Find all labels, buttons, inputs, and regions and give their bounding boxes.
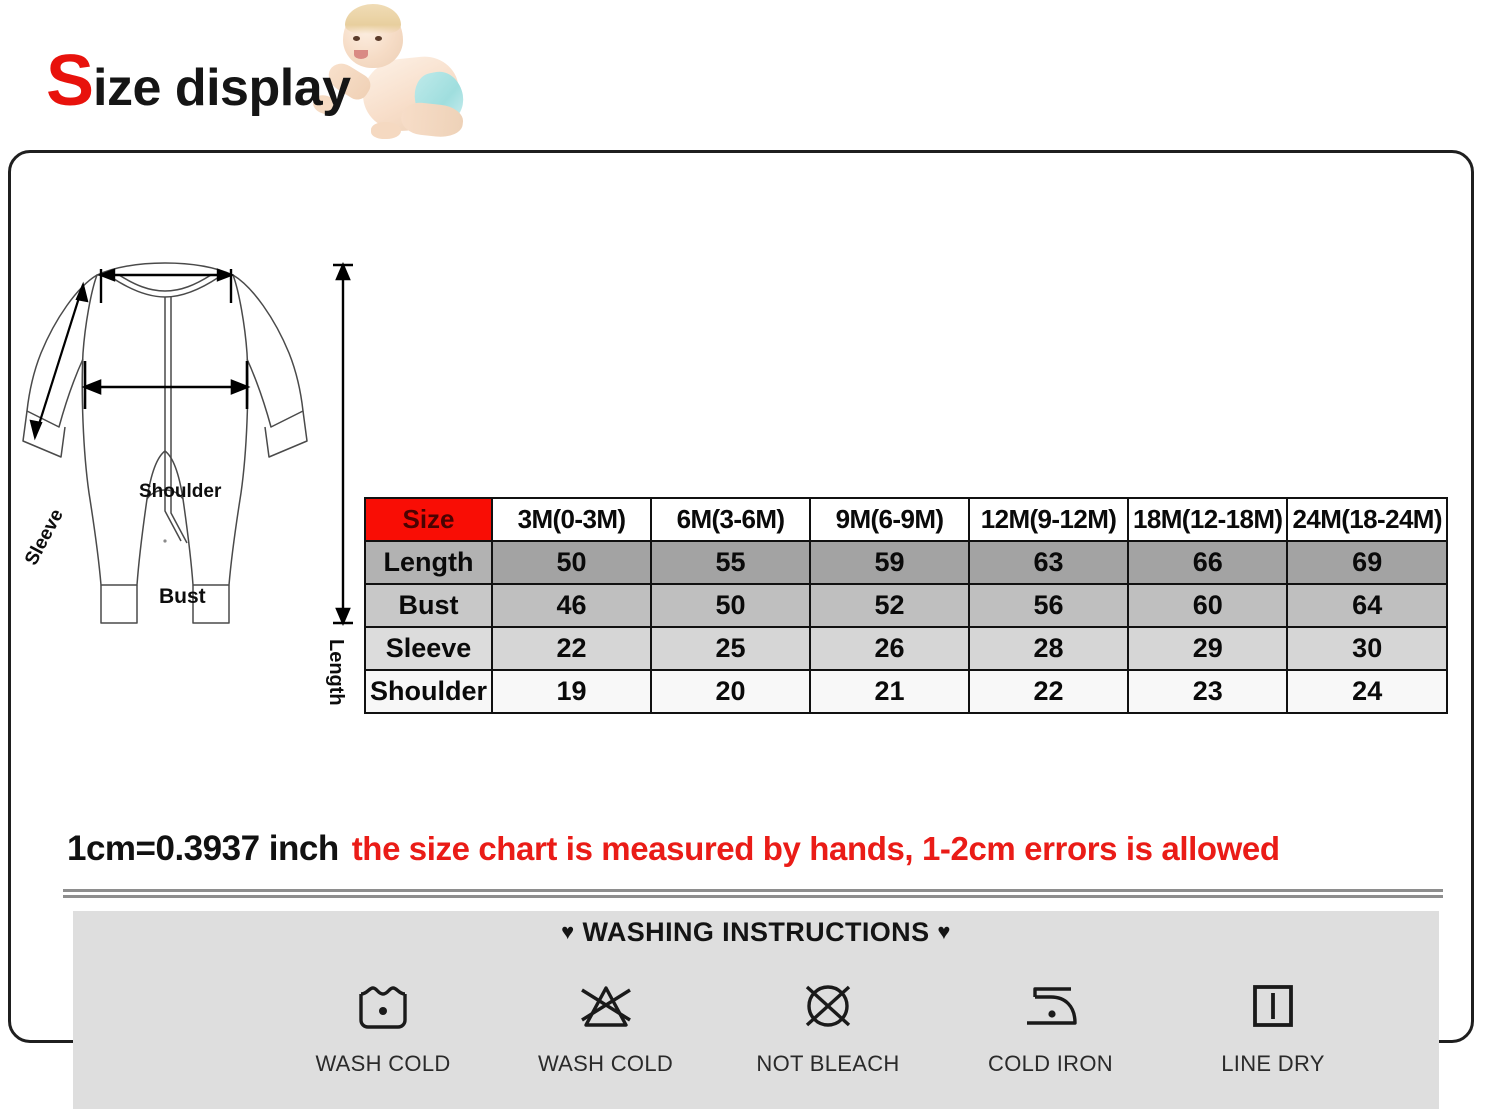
baby-mouth	[354, 50, 368, 59]
care-item-wash-cold-tub: WASH COLD	[283, 973, 483, 1077]
measurement-value: 69	[1286, 540, 1448, 585]
measurement-disclaimer: the size chart is measured by hands, 1-2…	[351, 830, 1280, 867]
measurement-value: 23	[1127, 669, 1289, 714]
measurement-value: 19	[491, 669, 653, 714]
measurement-label: Shoulder	[363, 669, 494, 714]
washing-instructions-title-text: WASHING INSTRUCTIONS	[582, 917, 930, 947]
table-row: Length 50 55 59 63 66 69	[363, 540, 1448, 585]
measurement-label: Length	[363, 540, 494, 585]
measurement-value: 28	[968, 626, 1130, 671]
care-label: WASH COLD	[537, 1051, 674, 1076]
square-vertical-line-icon	[1241, 973, 1305, 1039]
size-table: Size 3M(0-3M) 6M(3-6M) 9M(6-9M) 12M(9-12…	[363, 497, 1448, 714]
measurement-value: 30	[1286, 626, 1448, 671]
sleeve-dimension-arrow	[29, 281, 89, 441]
care-symbol-list: WASH COLD WASH COLD	[283, 973, 1373, 1077]
size-table-container: Size 3M(0-3M) 6M(3-6M) 9M(6-9M) 12M(9-12…	[363, 497, 1448, 714]
wash-tub-one-dot-icon	[351, 973, 415, 1039]
iron-one-dot-icon	[1019, 973, 1083, 1039]
washing-instructions-title: ♥ WASHING INSTRUCTIONS ♥	[73, 917, 1439, 948]
size-column-header: 6M(3-6M)	[650, 497, 812, 542]
size-column-header: 3M(0-3M)	[491, 497, 653, 542]
page-title-initial: S	[46, 41, 94, 121]
size-table-corner-header: Size	[363, 497, 494, 542]
measurement-value: 20	[650, 669, 812, 714]
page-title: S ize display	[46, 41, 351, 121]
baby-eye-left	[353, 36, 360, 41]
care-item-no-bleach-triangle: WASH COLD	[506, 973, 706, 1077]
heart-icon-right: ♥	[937, 919, 951, 944]
measurement-value: 60	[1127, 583, 1289, 628]
measurement-label: Bust	[363, 583, 494, 628]
measurement-value: 22	[968, 669, 1130, 714]
divider-line-bottom	[63, 895, 1443, 898]
measurement-value: 46	[491, 583, 653, 628]
size-column-header: 24M(18-24M)	[1286, 497, 1448, 542]
measurement-value: 64	[1286, 583, 1448, 628]
measurement-value: 24	[1286, 669, 1448, 714]
triangle-crossed-out-icon	[574, 973, 638, 1039]
circle-crossed-out-icon	[796, 973, 860, 1039]
measurement-value: 50	[650, 583, 812, 628]
measurement-value: 63	[968, 540, 1130, 585]
size-column-header: 18M(12-18M)	[1127, 497, 1289, 542]
measurement-value: 22	[491, 626, 653, 671]
size-column-header: 12M(9-12M)	[968, 497, 1130, 542]
care-label: WASH COLD	[315, 1051, 451, 1076]
measurement-value: 52	[809, 583, 971, 628]
shoulder-dimension-arrow	[97, 268, 235, 303]
crawling-baby-photo	[305, 0, 480, 148]
baby-romper-outline-svg	[22, 261, 353, 627]
measurement-label: Sleeve	[363, 626, 494, 671]
measurement-note: 1cm=0.3937 inch the size chart is measur…	[67, 829, 1457, 869]
measurement-value: 29	[1127, 626, 1289, 671]
measurement-value: 59	[809, 540, 971, 585]
care-label: COLD IRON	[988, 1051, 1113, 1076]
washing-instructions-panel: ♥ WASHING INSTRUCTIONS ♥ WASH COLD	[73, 911, 1439, 1109]
care-item-cold-iron: COLD IRON	[951, 973, 1151, 1077]
section-divider	[63, 889, 1443, 898]
care-label: LINE DRY	[1221, 1051, 1325, 1076]
care-label: NOT BLEACH	[756, 1051, 900, 1076]
shoulder-label: Shoulder	[139, 481, 222, 502]
size-table-header-row: Size 3M(0-3M) 6M(3-6M) 9M(6-9M) 12M(9-12…	[363, 497, 1448, 542]
length-label: Length	[325, 639, 347, 706]
page-header: S ize display	[0, 0, 1485, 150]
page-title-rest: ize display	[93, 59, 351, 117]
table-row: Bust 46 50 52 56 60 64	[363, 583, 1448, 628]
baby-eye-right	[375, 36, 382, 41]
measurement-value: 50	[491, 540, 653, 585]
care-item-line-dry: LINE DRY	[1173, 973, 1373, 1077]
measurement-value: 56	[968, 583, 1130, 628]
care-item-not-bleach-circle: NOT BLEACH	[728, 973, 928, 1077]
measurement-value: 21	[809, 669, 971, 714]
measurement-value: 26	[809, 626, 971, 671]
table-row: Sleeve 22 25 26 28 29 30	[363, 626, 1448, 671]
baby-hair	[345, 4, 401, 34]
heart-icon-left: ♥	[561, 919, 575, 944]
length-dimension-arrow	[333, 261, 353, 627]
cm-to-inch-note: 1cm=0.3937 inch	[67, 829, 339, 868]
measurement-value: 25	[650, 626, 812, 671]
size-chart-panel: Shoulder Bust Sleeve Length Size 3M(0-3M…	[8, 150, 1474, 1109]
measurement-value: 55	[650, 540, 812, 585]
bust-dimension-arrow	[81, 361, 251, 409]
divider-line-top	[63, 889, 1443, 892]
measurement-value: 66	[1127, 540, 1289, 585]
garment-measurement-diagram: Shoulder Bust Sleeve Length	[15, 241, 365, 706]
bust-label: Bust	[159, 585, 206, 608]
size-column-header: 9M(6-9M)	[809, 497, 971, 542]
baby-foot	[371, 122, 401, 139]
table-row: Shoulder 19 20 21 22 23 24	[363, 669, 1448, 714]
